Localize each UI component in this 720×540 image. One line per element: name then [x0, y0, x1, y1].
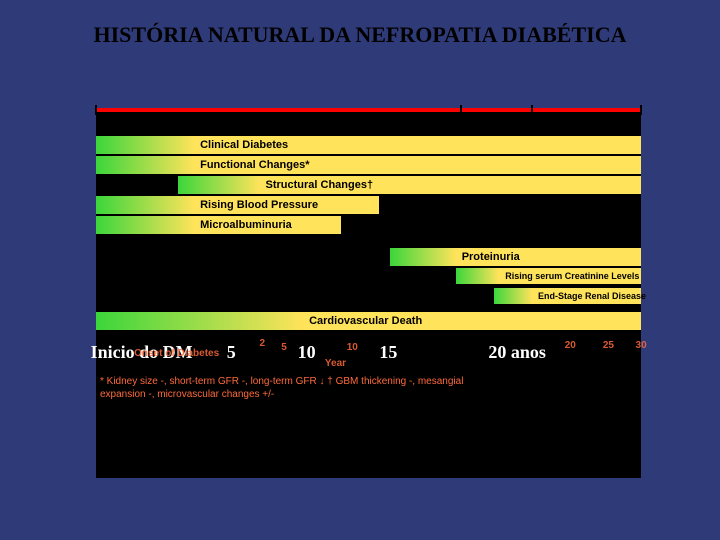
- stage-bar-gradient: [96, 156, 194, 174]
- stage-bar-label: Rising Blood Pressure: [194, 196, 379, 214]
- stage-bar: Clinical Diabetes: [96, 136, 641, 154]
- stage-bar: Proteinuria: [390, 248, 641, 266]
- timeline-label: 10: [298, 342, 316, 363]
- stage-bar-label: Proteinuria: [456, 248, 641, 266]
- timeline-ghost-label: 20: [565, 340, 576, 351]
- redline-tick: [640, 105, 642, 115]
- slide: HISTÓRIA NATURAL DA NEFROPATIA DIABÉTICA…: [0, 0, 720, 540]
- stage-bar: Cardiovascular Death: [96, 312, 641, 330]
- redline-tick: [95, 105, 97, 115]
- timeline-ghost-label: 2: [260, 338, 266, 349]
- timeline-ghost-label: Year: [325, 358, 346, 369]
- timeline-label: 5: [227, 342, 236, 363]
- stage-bar-gradient: [456, 268, 500, 284]
- timeline-ghost-label: Onset of Diabetes: [134, 348, 219, 359]
- redline-tick: [531, 105, 533, 115]
- stage-bar-label: Clinical Diabetes: [194, 136, 641, 154]
- stage-bar-label: Structural Changes†: [260, 176, 642, 194]
- stage-bar: Rising serum Creatinine Levels: [456, 268, 641, 284]
- stage-bar: Structural Changes†: [178, 176, 641, 194]
- stage-bar-gradient: [390, 248, 455, 266]
- redline-tick: [460, 105, 462, 115]
- timeline-ghost-label: 10: [347, 342, 358, 353]
- stage-bar-gradient: [96, 196, 194, 214]
- stage-bar-gradient: [96, 136, 194, 154]
- stage-bar-gradient: [494, 288, 532, 304]
- stage-bar: End-Stage Renal Disease: [494, 288, 641, 304]
- stage-bar-gradient: [178, 176, 260, 194]
- stage-bar-label: Microalbuminuria: [194, 216, 341, 234]
- slide-title: HISTÓRIA NATURAL DA NEFROPATIA DIABÉTICA: [0, 22, 720, 48]
- chart-panel: Clinical Diabetes Functional Changes* Stru…: [96, 108, 641, 478]
- timeline-label: 15: [379, 342, 397, 363]
- stage-bar-gradient: [96, 216, 194, 234]
- stage-bar-label: End-Stage Renal Disease: [532, 288, 641, 304]
- timeline-label: 20 anos: [488, 342, 546, 363]
- footnote-line1: * Kidney size ‑, short-term GFR ‑, long-…: [100, 376, 637, 389]
- timeline-ghost-label: 25: [603, 340, 614, 351]
- stage-bar-label: Functional Changes*: [194, 156, 641, 174]
- stage-bar-label: Cardiovascular Death: [303, 312, 641, 330]
- stage-bar: Rising Blood Pressure: [96, 196, 379, 214]
- timeline-ghost-label: 30: [636, 340, 647, 351]
- footnote-line2: expansion ‑, microvascular changes +/-: [100, 389, 637, 402]
- stage-bar-label: Rising serum Creatinine Levels: [499, 268, 641, 284]
- stage-bar-gradient: [96, 312, 303, 330]
- timeline-ghost-label: 5: [281, 342, 287, 353]
- footnote: * Kidney size ‑, short-term GFR ‑, long-…: [100, 376, 637, 401]
- stage-bar: Functional Changes*: [96, 156, 641, 174]
- timeline-redline: [96, 108, 641, 112]
- stage-bar: Microalbuminuria: [96, 216, 341, 234]
